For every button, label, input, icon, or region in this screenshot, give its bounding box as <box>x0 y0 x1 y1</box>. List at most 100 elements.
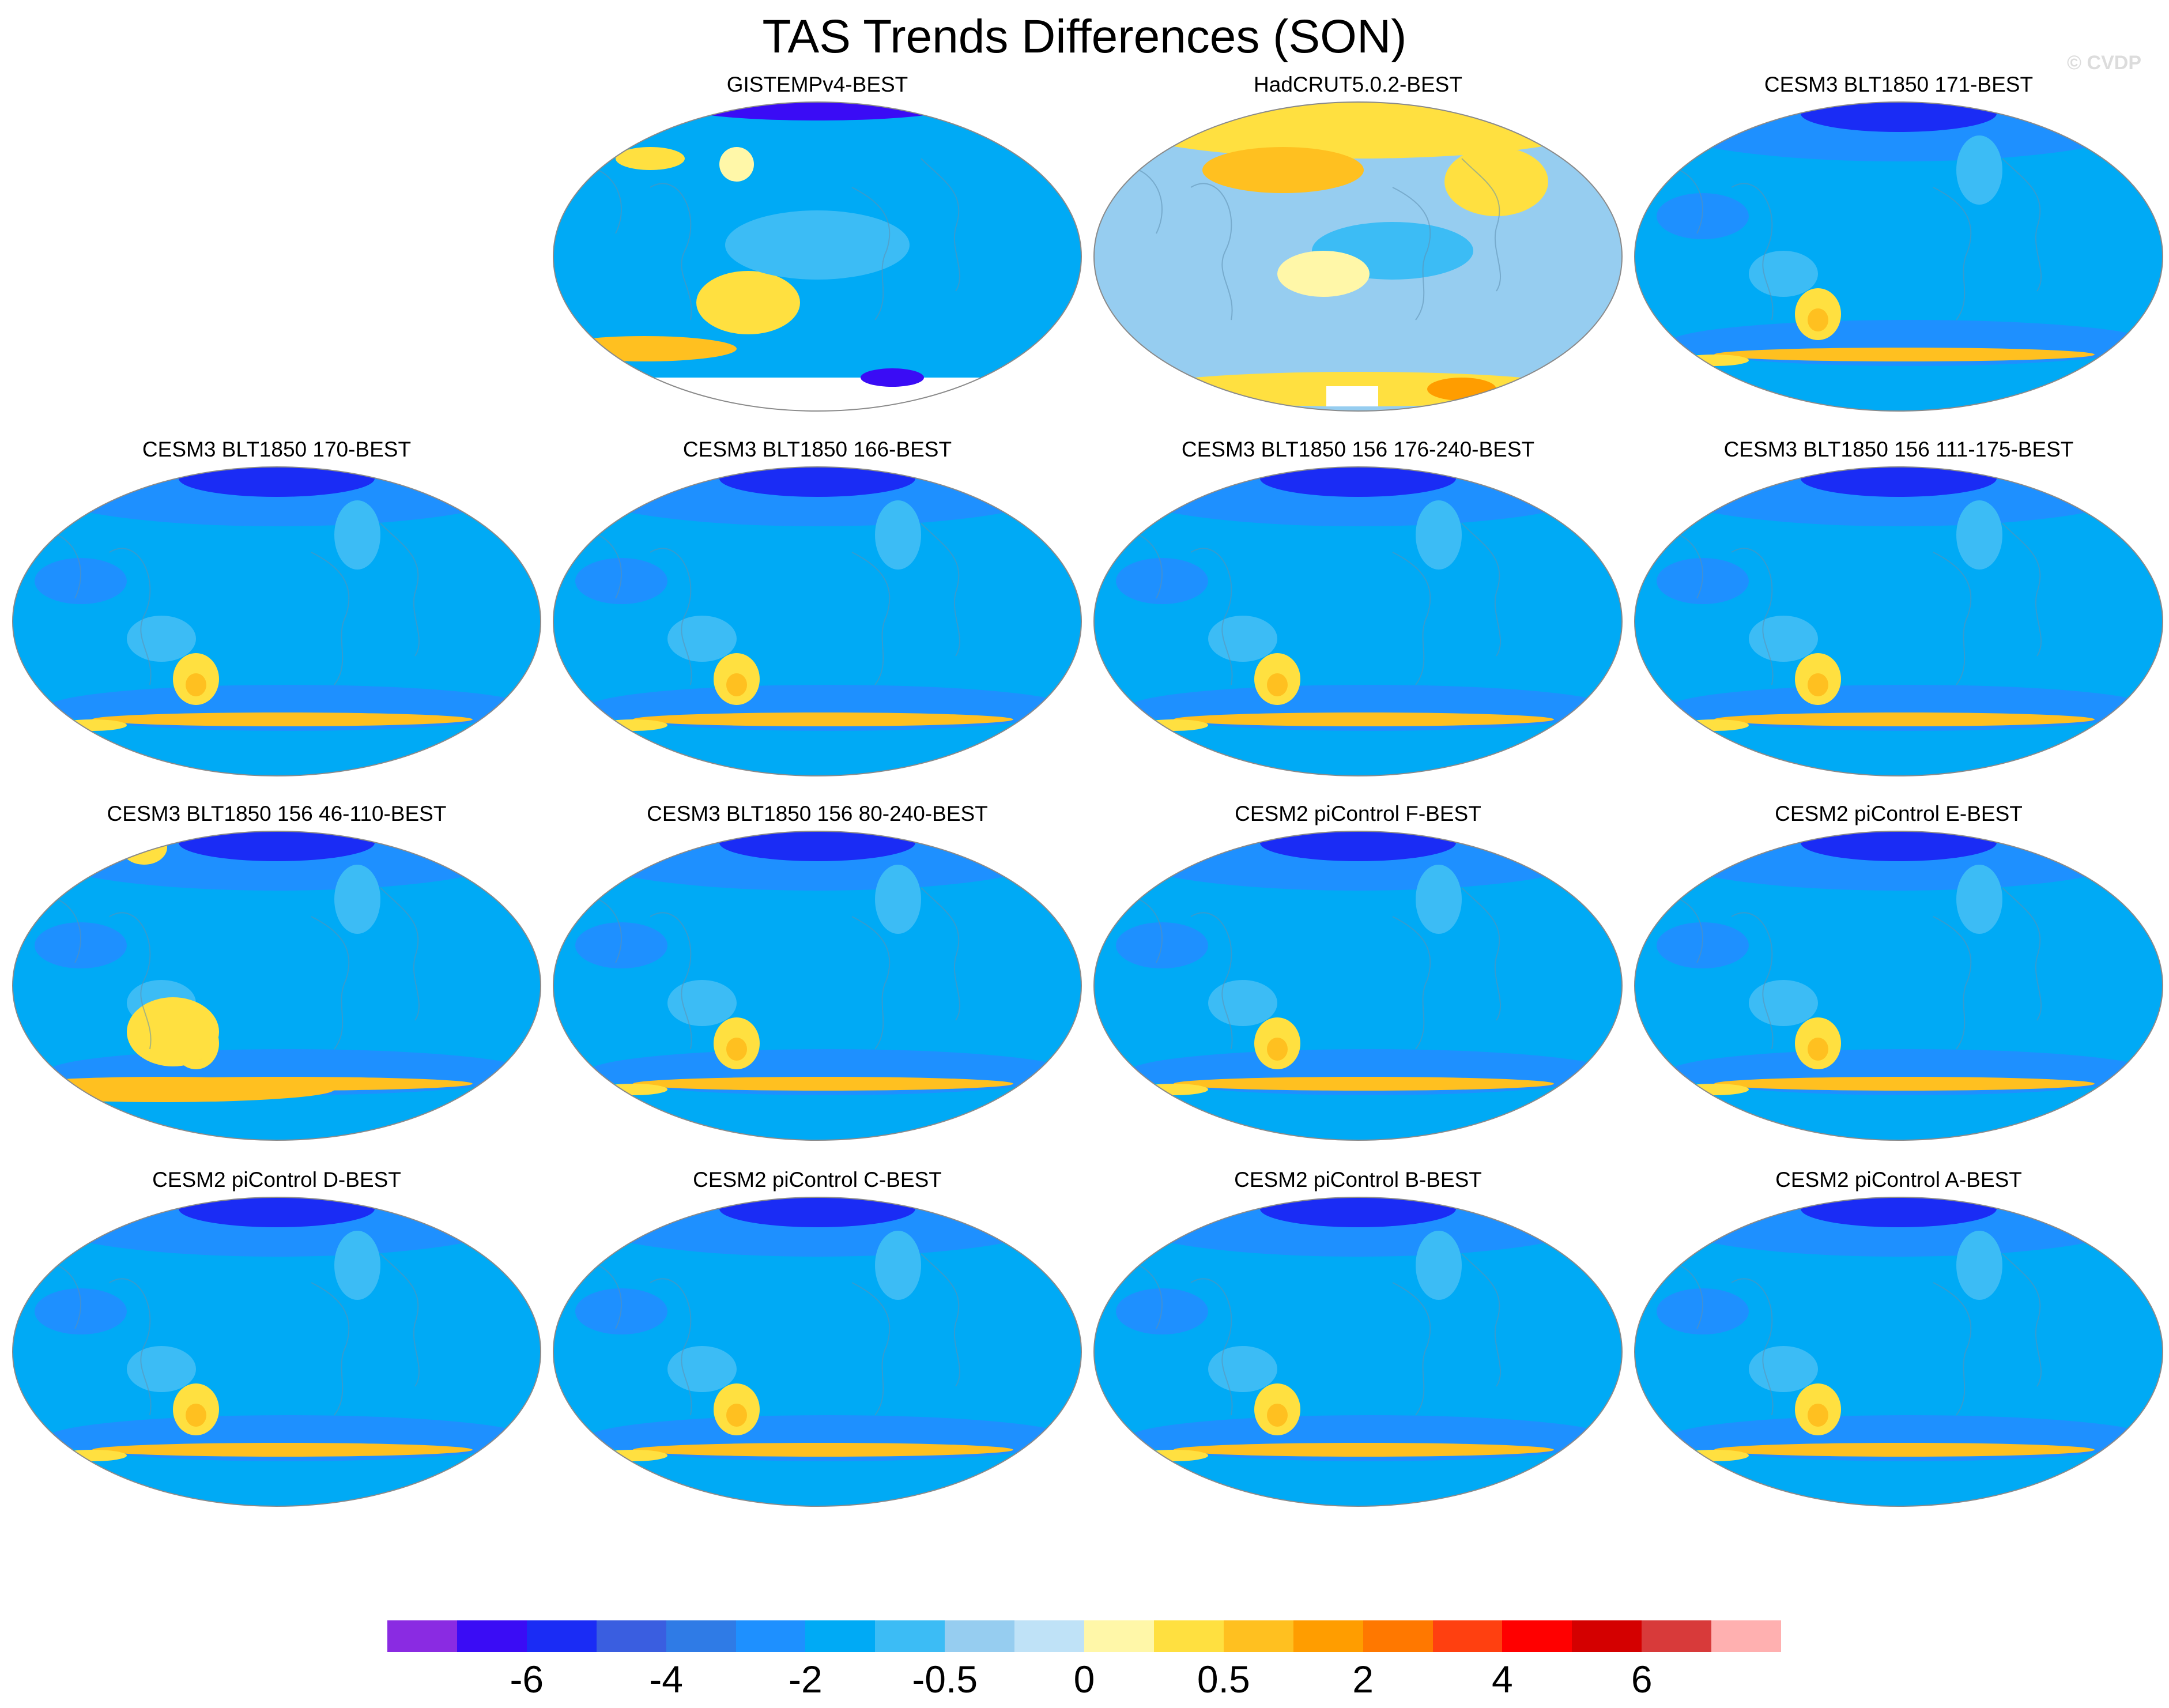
colorbar-swatch <box>805 1620 876 1652</box>
panel-title: HadCRUT5.0.2-BEST <box>1254 73 1462 96</box>
coastline <box>1190 183 1233 321</box>
map-border <box>1093 101 1623 412</box>
warm-anomaly <box>1202 147 1364 193</box>
coastline <box>311 1282 350 1416</box>
coastline <box>1138 1265 1163 1329</box>
coastline <box>851 1282 891 1416</box>
warm-anomaly <box>1714 1443 2095 1457</box>
coastline <box>1392 552 1431 685</box>
coastline <box>1461 523 1502 657</box>
colorbar-swatch <box>1502 1620 1572 1652</box>
coastline <box>380 1253 420 1387</box>
cool-anomaly <box>1749 251 1818 297</box>
warm-anomaly <box>1277 251 1370 297</box>
map-panel: CESM2 piControl B-BEST <box>1093 1167 1623 1513</box>
map-border <box>1634 466 2163 776</box>
colorbar-swatch <box>1432 1620 1503 1652</box>
warm-anomaly <box>633 1077 1013 1091</box>
warm-anomaly <box>726 673 747 696</box>
cool-anomaly <box>334 1231 380 1300</box>
robinson-map <box>1634 1197 2163 1507</box>
warm-anomaly <box>1808 1038 1828 1061</box>
coastline <box>1392 916 1431 1050</box>
robinson-map <box>553 466 1082 776</box>
cold-anomaly <box>685 102 950 120</box>
coastline <box>650 183 692 321</box>
warm-anomaly <box>186 673 206 696</box>
colorbar-tick-label: -4 <box>649 1658 683 1701</box>
coastline <box>1933 1282 1972 1416</box>
robinson-map <box>12 466 541 776</box>
cool-anomaly <box>667 616 737 662</box>
warm-anomaly <box>719 147 754 182</box>
warm-anomaly <box>1139 719 1208 731</box>
map-border <box>12 466 541 776</box>
cool-anomaly <box>334 865 380 934</box>
map-border <box>1093 831 1623 1141</box>
coastline <box>1679 1265 1703 1329</box>
warm-anomaly <box>696 271 800 334</box>
warm-anomaly <box>1680 1450 1749 1461</box>
cool-anomaly <box>1416 1231 1462 1300</box>
colorbar-tick-label: -6 <box>510 1658 544 1701</box>
warm-anomaly <box>1808 673 1828 696</box>
warm-anomaly <box>1174 712 1554 726</box>
coastline <box>598 534 622 599</box>
coastline <box>1392 187 1431 321</box>
coastline <box>598 1265 622 1329</box>
panel-title: CESM2 piControl F-BEST <box>1235 802 1481 825</box>
coastline <box>921 1253 961 1387</box>
colorbar-tick-label: -2 <box>789 1658 823 1701</box>
panel-title: CESM3 BLT1850 170-BEST <box>142 438 412 461</box>
coastline <box>921 158 961 292</box>
panel-title: CESM2 piControl A-BEST <box>1775 1168 2022 1192</box>
map-panel: CESM2 piControl C-BEST <box>552 1167 1082 1513</box>
map-panel: GISTEMPv4-BEST <box>552 72 1082 418</box>
map-border <box>1093 1197 1623 1507</box>
map-panel: CESM3 BLT1850 170-BEST <box>12 437 542 783</box>
cool-anomaly <box>1208 1346 1277 1392</box>
coastline <box>1679 534 1703 599</box>
colorbar-swatch <box>1572 1620 1642 1652</box>
robinson-map <box>553 101 1082 412</box>
coastline <box>851 187 891 321</box>
robinson-map <box>1093 831 1623 1141</box>
warm-anomaly <box>1174 1077 1554 1091</box>
map-panel: CESM3 BLT1850 166-BEST <box>552 437 1082 783</box>
colorbar-swatch <box>945 1620 1015 1652</box>
coastline <box>1392 1282 1431 1416</box>
robinson-map <box>1093 1197 1623 1507</box>
coastline <box>1138 899 1163 963</box>
coastline <box>1461 1253 1502 1387</box>
coastline <box>311 552 350 685</box>
cool-anomaly <box>1749 616 1818 662</box>
map-panel: CESM2 piControl F-BEST <box>1093 801 1623 1147</box>
colorbar <box>387 1620 1782 1652</box>
warm-anomaly <box>553 336 737 361</box>
cool-anomaly <box>1416 865 1462 934</box>
coastline <box>1461 887 1502 1021</box>
map-panel: HadCRUT5.0.2-BEST <box>1093 72 1623 418</box>
warm-anomaly <box>1808 308 1828 331</box>
robinson-map <box>12 1197 541 1507</box>
coastline <box>109 912 152 1050</box>
coastline <box>1138 534 1163 599</box>
coastline <box>1933 916 1972 1050</box>
colorbar-swatch <box>1293 1620 1364 1652</box>
cool-anomaly <box>1749 980 1818 1026</box>
coastline <box>1190 548 1233 685</box>
warm-anomaly <box>726 1038 747 1061</box>
warm-anomaly <box>1680 355 1749 366</box>
warm-anomaly <box>1714 1077 2095 1091</box>
warm-anomaly <box>1444 147 1548 216</box>
coastline <box>1190 912 1233 1050</box>
coastline <box>650 912 692 1050</box>
colorbar-tick-label: 0 <box>1073 1658 1095 1701</box>
warm-anomaly <box>1808 1404 1828 1427</box>
coastline <box>1679 169 1703 234</box>
panel-title: CESM3 BLT1850 156 111-175-BEST <box>1723 438 2074 461</box>
map-border <box>1634 101 2163 412</box>
colorbar-swatch <box>457 1620 527 1652</box>
cvdp-watermark: © CVDP <box>2067 52 2141 74</box>
colorbar-swatch <box>666 1620 736 1652</box>
